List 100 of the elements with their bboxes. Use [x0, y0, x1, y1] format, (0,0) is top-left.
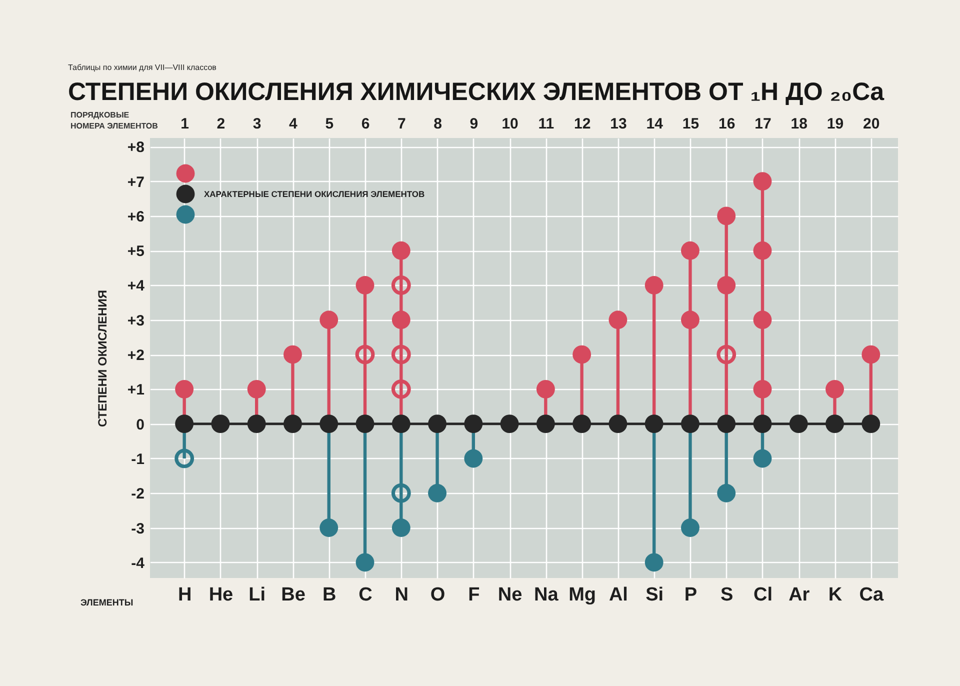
point [608, 310, 628, 330]
point [644, 553, 664, 572]
y-tick-label: -1 [131, 450, 144, 468]
point [826, 380, 844, 398]
y-tick-label: -3 [131, 520, 144, 538]
y-tick-label: +6 [127, 208, 144, 226]
x-tick-label: K [828, 584, 842, 606]
point [175, 380, 194, 398]
point [392, 414, 410, 434]
x2-tick-label: 6 [361, 116, 370, 132]
x-tick-label: Ar [788, 584, 810, 606]
point [717, 484, 736, 502]
legend-label: ХАРАКТЕРНЫЕ СТЕПЕНИ ОКИСЛЕНИЯ ЭЛЕМЕНТОВ [204, 189, 425, 199]
point [464, 449, 483, 468]
x2-tick-label: 9 [470, 116, 478, 132]
x2-tick-label: 14 [646, 116, 664, 132]
x-tick-label: Li [248, 584, 266, 606]
x2-tick-label: 5 [325, 116, 334, 132]
x2-tick-label: 17 [754, 116, 772, 132]
y-tick-label: -4 [131, 554, 146, 572]
point [608, 414, 628, 434]
x2-tick-label: 12 [574, 116, 591, 132]
point [644, 414, 664, 434]
point [320, 414, 338, 434]
point [356, 553, 374, 572]
point [174, 448, 194, 468]
point [500, 414, 519, 434]
point [572, 345, 592, 364]
y-tick-label: +5 [127, 243, 144, 260]
x2-tick-label: 4 [289, 116, 298, 132]
x-tick-label: P [684, 584, 698, 606]
y-tick-label: +7 [127, 174, 144, 191]
x2-tick-label: 11 [538, 116, 554, 132]
point [826, 414, 844, 434]
x-tick-label: N [394, 584, 409, 606]
point [536, 380, 555, 398]
x-tick-label: Na [534, 584, 559, 606]
point [320, 310, 338, 330]
y-tick-label: +8 [127, 139, 144, 156]
y-tick-label: +1 [127, 382, 144, 399]
point [247, 414, 266, 434]
x2-tick-label: 19 [826, 116, 844, 132]
point [428, 484, 446, 502]
point [211, 414, 230, 434]
point [862, 345, 880, 364]
point [862, 414, 880, 434]
y-tick-label: +4 [127, 278, 146, 295]
x2-tick-label: 7 [397, 116, 406, 132]
point [356, 276, 374, 294]
x2-tick-label: 13 [610, 116, 627, 132]
point [681, 518, 700, 537]
chart-subtitle: Таблицы по химии для VII—VIII классов [68, 63, 216, 72]
x-tick-label: S [720, 584, 734, 606]
point [681, 241, 700, 260]
point [753, 414, 772, 434]
y-tick-label: 0 [136, 416, 144, 434]
x-tick-label: Be [281, 584, 306, 606]
point [284, 345, 302, 364]
x-tick-label: Si [646, 584, 664, 606]
y-tick-label: +2 [127, 347, 144, 364]
point [753, 449, 772, 468]
point [175, 414, 194, 434]
x-tick-label: He [208, 584, 234, 606]
x2-tick-label: 10 [502, 116, 518, 132]
x-tick-label: F [468, 584, 480, 606]
y-tick-label: +3 [127, 312, 144, 330]
x-tick-label: Ne [498, 584, 522, 606]
x2-axis-title: ПОРЯДКОВЫЕ НОМЕРА ЭЛЕМЕНТОВ [70, 110, 158, 130]
point [392, 518, 410, 537]
point [284, 414, 302, 434]
point [644, 276, 664, 294]
x-tick-label: Cl [753, 584, 772, 606]
point [789, 414, 808, 434]
x2-tick-label: 1 [180, 116, 189, 132]
point [717, 206, 736, 226]
x-tick-label: H [178, 584, 192, 606]
point [464, 414, 483, 434]
point [717, 414, 736, 434]
x-tick-label: B [322, 584, 336, 606]
x2-tick-label: 8 [434, 116, 442, 132]
x2-tick-label: 20 [863, 116, 880, 132]
point [247, 380, 266, 398]
x2-tick-label: 16 [718, 116, 736, 132]
point [320, 518, 338, 537]
x2-tick-label: 3 [252, 116, 262, 132]
point [572, 414, 592, 434]
x2-tick-label: 2 [216, 116, 226, 132]
y-tick-label: -2 [131, 486, 144, 503]
point [356, 414, 374, 434]
x2-tick-label: 15 [682, 116, 700, 132]
y-axis-title: СТЕПЕНИ ОКИСЛЕНИЯ [95, 290, 110, 427]
chart-title: СТЕПЕНИ ОКИСЛЕНИЯ ХИМИЧЕСКИХ ЭЛЕМЕНТОВ ОТ ₁H ДО ₂₀Ca [68, 78, 886, 106]
x-tick-label: O [430, 584, 446, 606]
x-axis-title: ЭЛЕМЕНТЫ [80, 598, 134, 608]
point [428, 414, 446, 434]
point [392, 241, 410, 260]
x-tick-label: C [358, 584, 373, 606]
x2-tick-label: 18 [790, 116, 808, 132]
x-tick-label: Ca [859, 584, 884, 606]
point [536, 414, 555, 434]
